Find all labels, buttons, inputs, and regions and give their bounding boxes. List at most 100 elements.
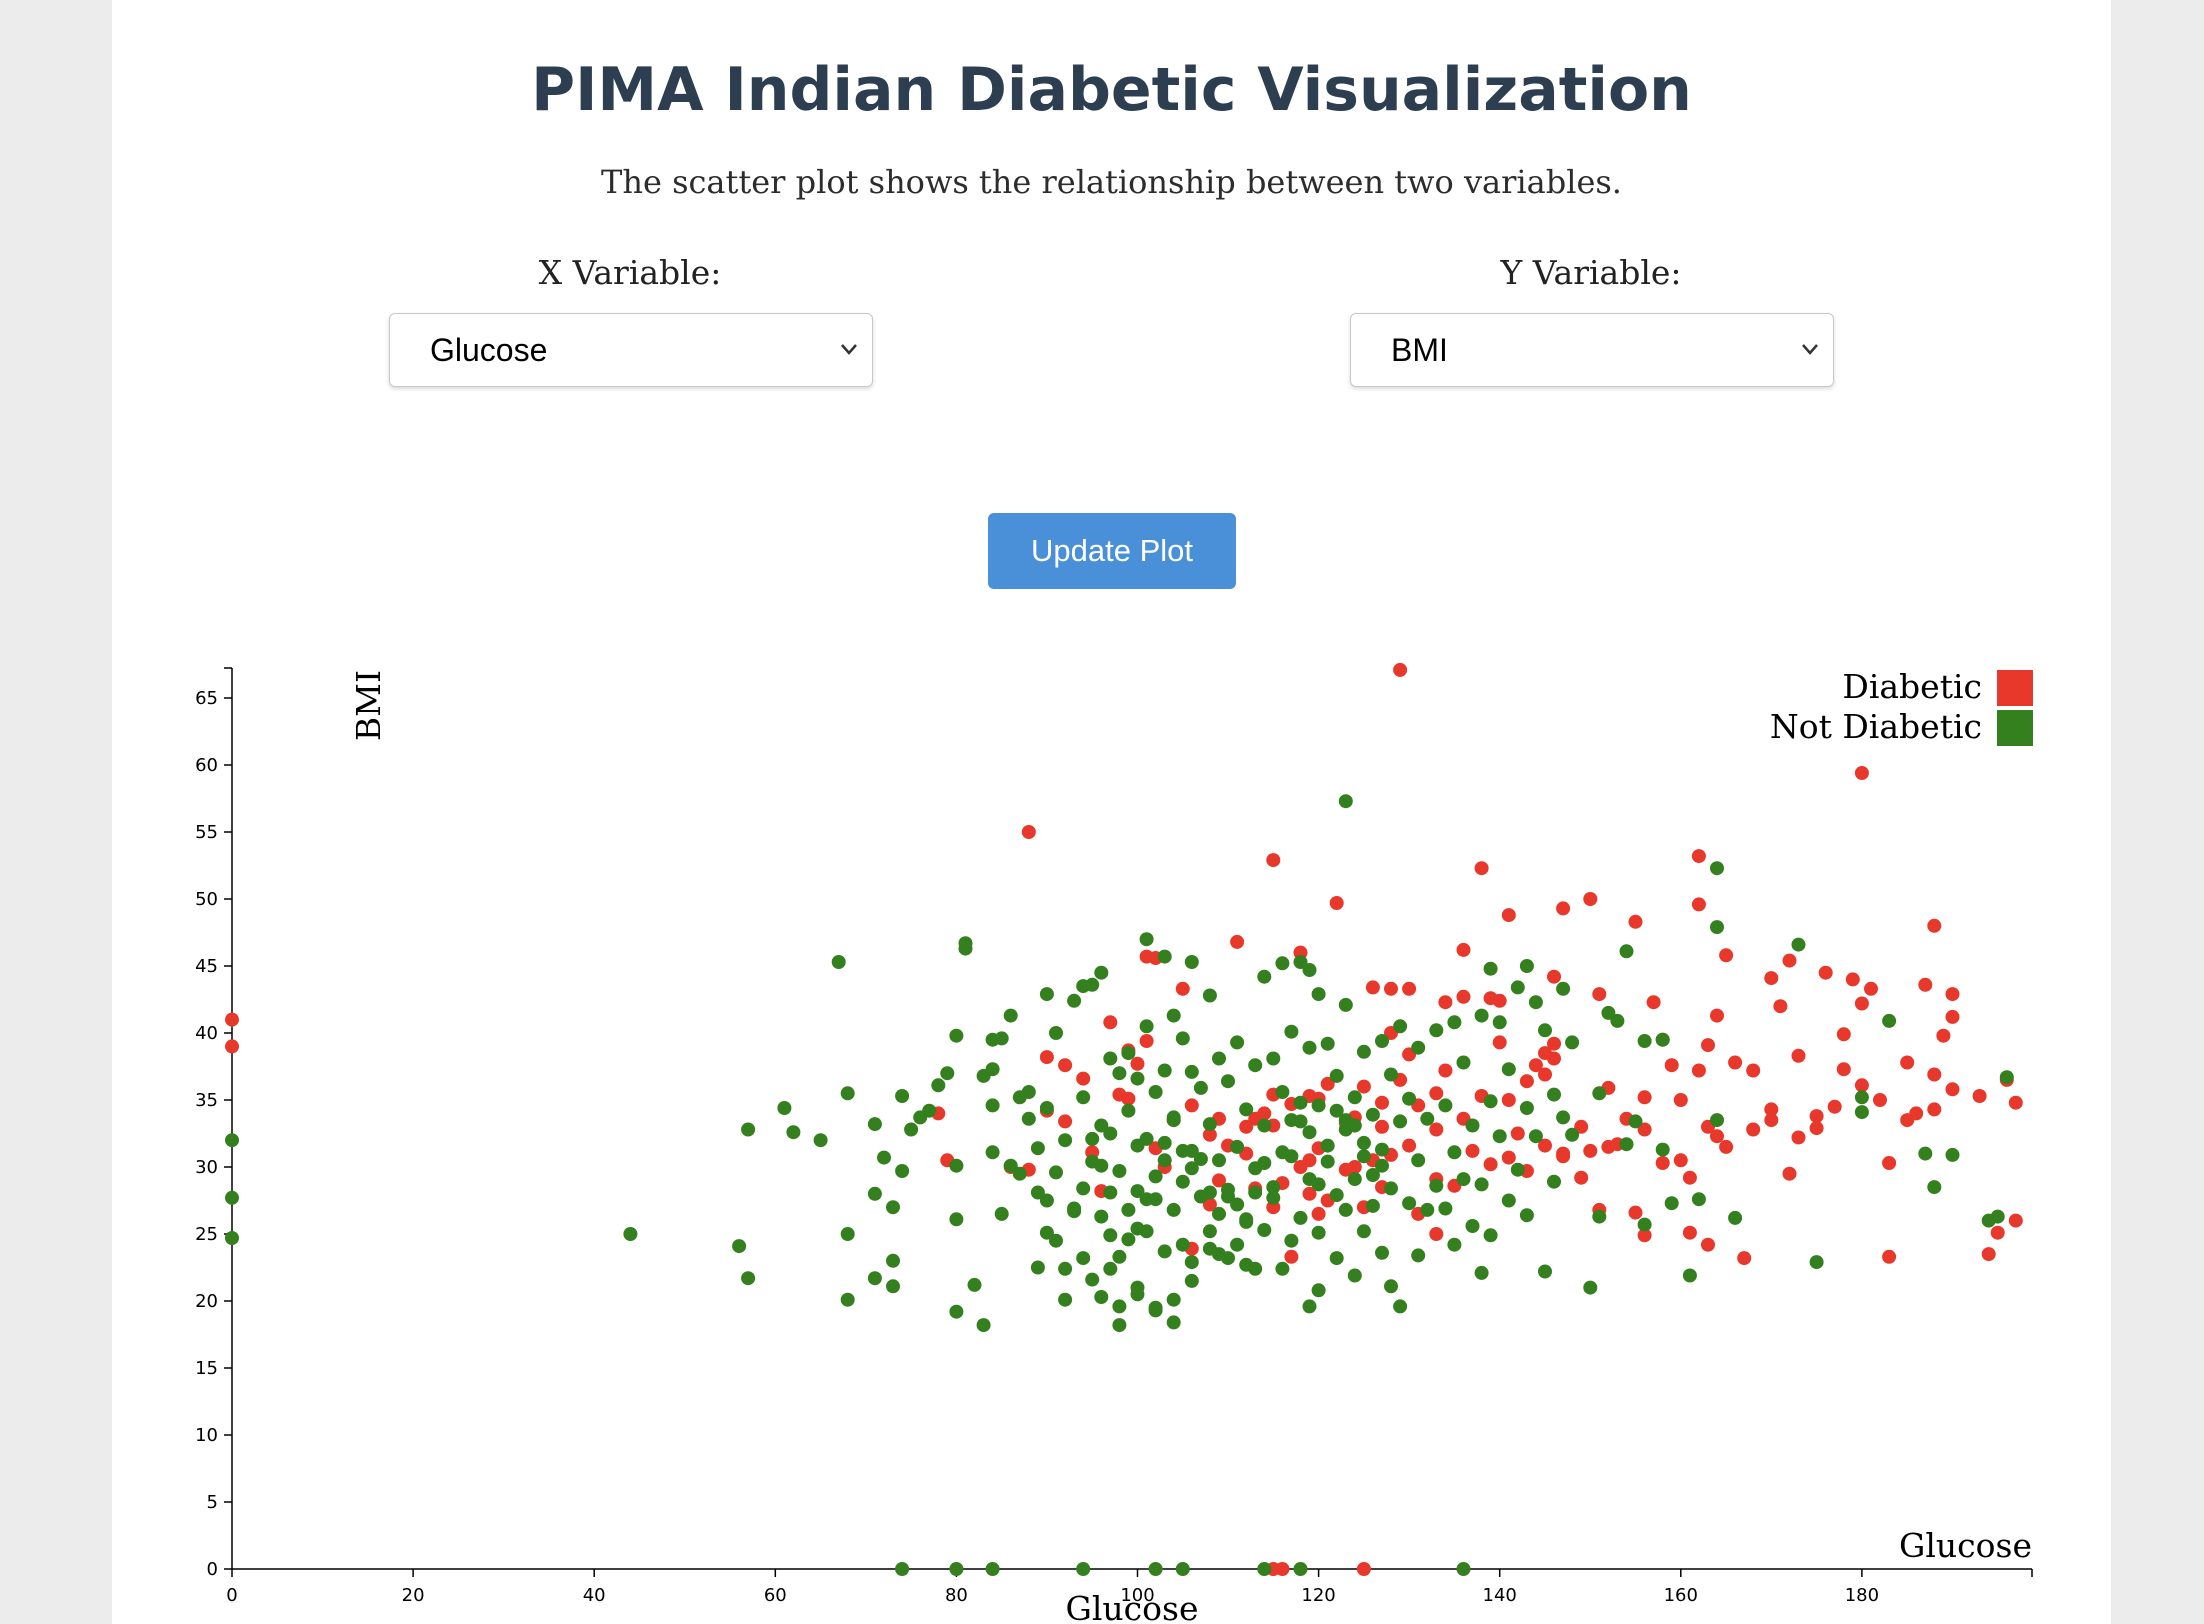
point-not-diabetic: [1492, 1015, 1507, 1030]
point-not-diabetic: [1927, 1180, 1942, 1195]
point-not-diabetic: [949, 1158, 964, 1173]
update-plot-button[interactable]: Update Plot: [988, 513, 1236, 589]
point-not-diabetic: [1030, 1185, 1045, 1200]
point-not-diabetic: [225, 1231, 239, 1245]
axes: 0 20 40 60 80 100 120 140 160 180 0 5 10 15 20 25 30 35 4…: [195, 667, 2033, 1606]
point-not-diabetic: [1999, 1070, 2014, 1085]
point-not-diabetic: [1384, 1067, 1398, 1082]
point-diabetic: [1438, 995, 1453, 1010]
series-diabetic: [225, 662, 2023, 1576]
point-not-diabetic: [831, 955, 846, 969]
x-variable-value: Glucose: [430, 332, 548, 368]
point-not-diabetic: [1239, 1102, 1254, 1117]
point-not-diabetic: [886, 1253, 900, 1268]
point-not-diabetic: [922, 1103, 937, 1118]
point-not-diabetic: [1130, 1287, 1145, 1302]
point-not-diabetic: [867, 1117, 882, 1132]
point-not-diabetic: [1184, 1064, 1199, 1079]
x-variable-select[interactable]: Glucose: [389, 313, 873, 387]
point-not-diabetic: [840, 1227, 855, 1241]
point-not-diabetic: [1791, 937, 1806, 952]
point-not-diabetic: [1619, 1137, 1634, 1152]
point-not-diabetic: [840, 1292, 855, 1307]
point-not-diabetic: [1429, 1178, 1444, 1193]
point-not-diabetic: [1483, 1094, 1498, 1109]
point-diabetic: [1402, 1138, 1417, 1153]
point-diabetic: [2008, 1213, 2023, 1228]
point-not-diabetic: [1347, 1268, 1362, 1283]
point-not-diabetic: [1320, 1154, 1335, 1169]
point-not-diabetic: [976, 1318, 991, 1333]
point-not-diabetic: [1338, 997, 1353, 1012]
point-diabetic: [1845, 972, 1860, 987]
point-not-diabetic: [1157, 1153, 1172, 1168]
point-not-diabetic: [1275, 956, 1290, 971]
point-not-diabetic: [1293, 1210, 1308, 1225]
point-not-diabetic: [886, 1279, 900, 1294]
point-diabetic: [1719, 1139, 1734, 1154]
point-not-diabetic: [877, 1150, 891, 1165]
point-diabetic: [1854, 996, 1869, 1011]
point-not-diabetic: [225, 1190, 239, 1205]
point-not-diabetic: [1184, 1273, 1199, 1288]
point-not-diabetic: [1365, 1107, 1380, 1122]
point-not-diabetic: [1221, 1182, 1235, 1197]
point-not-diabetic: [1311, 1098, 1326, 1113]
point-not-diabetic: [1501, 1062, 1516, 1077]
x-tick-label: 0: [226, 1585, 237, 1606]
point-not-diabetic: [1184, 1143, 1199, 1158]
point-not-diabetic: [1067, 1201, 1082, 1216]
x-tick-label: 120: [1301, 1585, 1335, 1606]
point-diabetic: [1547, 969, 1561, 984]
point-diabetic: [1773, 999, 1788, 1014]
point-not-diabetic: [1637, 1034, 1652, 1048]
y-ticks: 0 5 10 15 20 25 30 35 40 45 50 55 60 65: [195, 667, 232, 1580]
point-not-diabetic: [1175, 1237, 1190, 1252]
point-not-diabetic: [1202, 1241, 1217, 1256]
point-diabetic: [1628, 914, 1643, 929]
point-not-diabetic: [867, 1271, 882, 1286]
point-not-diabetic: [1202, 1117, 1217, 1132]
point-diabetic: [1510, 1126, 1525, 1141]
point-not-diabetic: [1221, 1074, 1235, 1089]
point-diabetic: [1673, 1093, 1688, 1107]
point-diabetic: [1519, 1074, 1534, 1089]
point-diabetic: [1556, 1146, 1571, 1161]
chevron-down-icon: [841, 344, 857, 355]
point-diabetic: [1492, 1035, 1507, 1050]
point-not-diabetic: [867, 1186, 882, 1201]
point-not-diabetic: [1519, 959, 1534, 973]
point-not-diabetic: [1139, 1019, 1154, 1034]
y-variable-select[interactable]: BMI: [1350, 313, 1834, 387]
point-not-diabetic: [1039, 1225, 1054, 1240]
point-diabetic: [1691, 897, 1706, 912]
point-not-diabetic: [1166, 1315, 1181, 1330]
point-diabetic: [1900, 1055, 1915, 1070]
point-not-diabetic: [1691, 1192, 1706, 1207]
point-not-diabetic: [1411, 1040, 1426, 1055]
point-diabetic: [1375, 1119, 1389, 1134]
point-not-diabetic: [1384, 1181, 1398, 1196]
point-not-diabetic: [1257, 1562, 1272, 1576]
point-not-diabetic: [1438, 1201, 1453, 1216]
point-not-diabetic: [1447, 1145, 1462, 1160]
point-not-diabetic: [1230, 1237, 1245, 1252]
point-not-diabetic: [949, 1304, 964, 1319]
point-diabetic: [1691, 1063, 1706, 1078]
point-not-diabetic: [1556, 981, 1571, 996]
point-not-diabetic: [1710, 920, 1724, 935]
point-not-diabetic: [1112, 1066, 1127, 1081]
point-diabetic: [1646, 995, 1661, 1010]
point-not-diabetic: [1483, 961, 1498, 976]
point-not-diabetic: [1049, 1026, 1063, 1040]
point-not-diabetic: [1538, 1023, 1552, 1038]
point-not-diabetic: [1121, 1103, 1136, 1118]
point-not-diabetic: [1329, 1251, 1344, 1266]
x-tick-label: 140: [1483, 1585, 1517, 1606]
point-diabetic: [1429, 1227, 1444, 1241]
point-not-diabetic: [1447, 1237, 1462, 1252]
point-not-diabetic: [1519, 1101, 1534, 1115]
point-not-diabetic: [1148, 1303, 1163, 1318]
point-not-diabetic: [1157, 1063, 1172, 1078]
point-not-diabetic: [1293, 1562, 1308, 1576]
